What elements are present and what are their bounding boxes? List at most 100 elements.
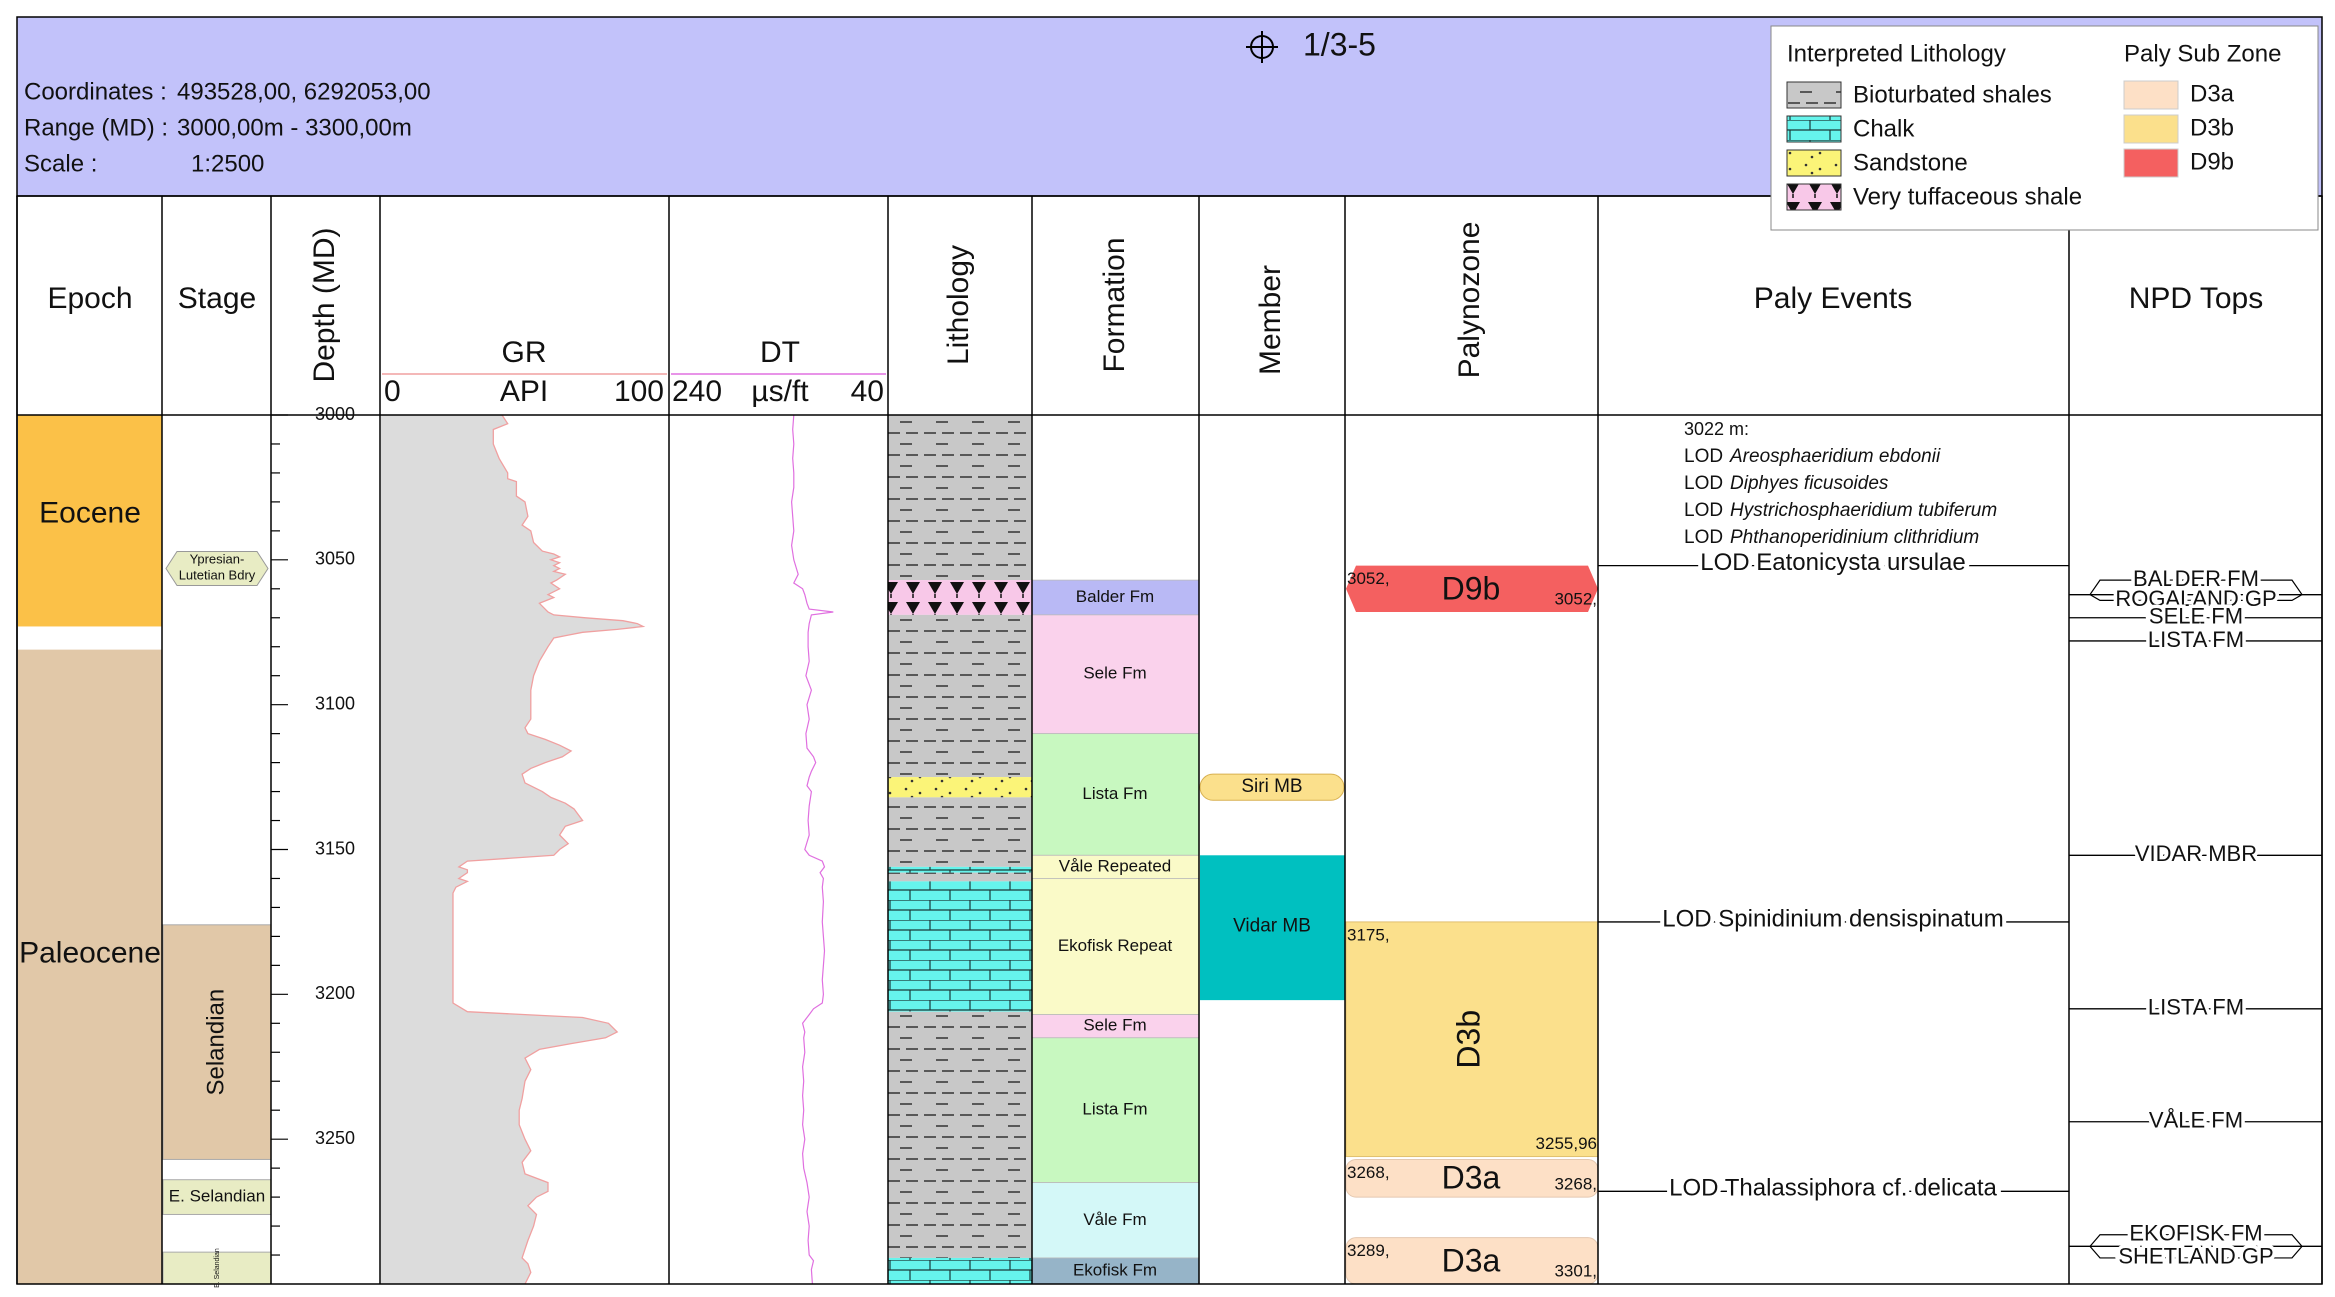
range-value: 3000,00m - 3300,00m bbox=[177, 114, 412, 141]
depth-tick-label: 3250 bbox=[315, 1128, 355, 1148]
gr-unit: API bbox=[500, 375, 548, 408]
paly-event-label: LOD Thalassiphora cf. delicata bbox=[1669, 1175, 1997, 1202]
paly-list-species: Hystrichosphaeridium tubiferum bbox=[1730, 500, 1997, 521]
formation-label: Ekofisk Fm bbox=[1073, 1260, 1157, 1279]
dt-min-label: 240 bbox=[672, 375, 722, 408]
stage-label: Selandian bbox=[202, 989, 229, 1096]
depth-tick-label: 3050 bbox=[315, 549, 355, 569]
paly-event-label: LOD Spinidinium densispinatum bbox=[1662, 905, 2004, 932]
paly-event-label: LOD Eatonicysta ursulae bbox=[1700, 549, 1965, 576]
formation-header: Formation bbox=[1098, 237, 1131, 372]
stage-header: Stage bbox=[178, 282, 256, 315]
paly-list-depth: 3022 m: bbox=[1684, 419, 1749, 439]
legend-swatch-sand bbox=[1786, 149, 1842, 177]
legend-subzone-label: D3b bbox=[2190, 114, 2234, 141]
lithology-shale bbox=[888, 1011, 1032, 1258]
formation-label: Våle Fm bbox=[1083, 1210, 1146, 1229]
legend-subzone-label: D3a bbox=[2190, 80, 2235, 107]
epoch-header: Epoch bbox=[47, 282, 132, 315]
member-label: Siri MB bbox=[1241, 776, 1302, 797]
palynozone-label: D3b bbox=[1450, 1010, 1486, 1069]
npd-tops-header: NPD Tops bbox=[2129, 282, 2264, 315]
coordinates-value: 493528,00, 6292053,00 bbox=[177, 78, 431, 105]
well-name: 1/3-5 bbox=[1303, 26, 1376, 62]
legend-swatch-chalk bbox=[1786, 115, 1842, 143]
dt-curve bbox=[790, 414, 834, 1285]
paly-list-prefix: LOD bbox=[1684, 446, 1723, 467]
paly-list-species: Diphyes ficusoides bbox=[1730, 473, 1889, 494]
formation-label: Våle Repeated bbox=[1059, 856, 1171, 875]
legend-subzone-title: Paly Sub Zone bbox=[2124, 40, 2281, 67]
legend-swatch-shale bbox=[1786, 81, 1842, 109]
legend-subzone-swatch bbox=[2123, 148, 2179, 178]
paly-list-species: Phthanoperidinium clithridium bbox=[1730, 527, 1979, 548]
stage-band bbox=[162, 1251, 272, 1285]
palynozone-band bbox=[1346, 565, 1598, 612]
lithology-chalk bbox=[888, 1257, 1032, 1284]
legend-swatch-tuff bbox=[1786, 183, 1842, 211]
member-header: Member bbox=[1254, 265, 1287, 375]
formation-label: Sele Fm bbox=[1083, 664, 1146, 683]
stage-marker-label: Ypresian-Lutetian Bdry bbox=[179, 552, 256, 583]
paly-list-prefix: LOD bbox=[1684, 527, 1723, 548]
formation-label: Lista Fm bbox=[1082, 784, 1147, 803]
palynozone-base-depth: 3255,96 bbox=[1536, 1134, 1597, 1153]
npd-top-leader bbox=[2089, 579, 2303, 595]
formation-label: Sele Fm bbox=[1083, 1016, 1146, 1035]
palynozone-base-depth: 3052, bbox=[1554, 589, 1597, 608]
npd-top-leader bbox=[2089, 594, 2303, 601]
palynozone-top-depth: 3175, bbox=[1347, 925, 1390, 944]
legend-subzone-swatch bbox=[2123, 114, 2179, 144]
npd-top-label: SELE FM bbox=[2149, 604, 2243, 629]
lithology-chalk bbox=[888, 866, 1032, 873]
gr-header: GR bbox=[502, 336, 547, 369]
npd-top-label: VÅLE FM bbox=[2149, 1108, 2243, 1133]
palynozone-base-depth: 3301, bbox=[1554, 1261, 1597, 1280]
palynozone-label: D9b bbox=[1442, 570, 1501, 606]
gr-max-label: 100 bbox=[614, 375, 664, 408]
npd-top-label: BALDER FM bbox=[2133, 566, 2259, 591]
formation-band bbox=[1031, 1182, 1200, 1259]
depth-header: Depth (MD) bbox=[308, 227, 341, 382]
gr-fill bbox=[381, 415, 644, 1284]
legend-subzone-label: D9b bbox=[2190, 148, 2234, 175]
palynozone-top-depth: 3052, bbox=[1347, 569, 1390, 588]
palynozone-label: D3a bbox=[1442, 1160, 1501, 1196]
epoch-label: Paleocene bbox=[19, 937, 161, 970]
epoch-band bbox=[18, 649, 162, 1284]
lithology-sand bbox=[888, 777, 1032, 798]
lithology-shale bbox=[888, 872, 1032, 882]
npd-top-leader bbox=[2089, 1245, 2303, 1259]
palynozone-header: Palynozone bbox=[1453, 222, 1486, 379]
formation-label: Lista Fm bbox=[1082, 1100, 1147, 1119]
depth-tick-label: 3000 bbox=[315, 404, 355, 424]
legend-lithology-label: Bioturbated shales bbox=[1853, 81, 2052, 108]
stage-marker-line: Lutetian Bdry bbox=[179, 568, 256, 583]
member-band bbox=[1199, 773, 1345, 801]
npd-top-label: LISTA FM bbox=[2148, 995, 2244, 1020]
depth-tick-label: 3100 bbox=[315, 693, 355, 713]
epoch-label: Eocene bbox=[39, 497, 141, 530]
paly-events-header: Paly Events bbox=[1754, 282, 1912, 315]
depth-tick-label: 3200 bbox=[315, 983, 355, 1003]
palynozone-base-depth: 3268, bbox=[1554, 1175, 1597, 1194]
lithology-shale bbox=[888, 614, 1032, 778]
stage-label: E. Selandian bbox=[214, 1248, 221, 1288]
formation-label: Ekofisk Repeat bbox=[1058, 936, 1173, 955]
dt-unit: µs/ft bbox=[751, 375, 809, 408]
legend-lithology-label: Very tuffaceous shale bbox=[1853, 183, 2082, 210]
scale-value: 1:2500 bbox=[191, 150, 264, 177]
stage-label: E. Selandian bbox=[169, 1187, 265, 1206]
legend-lithology-label: Chalk bbox=[1853, 115, 1915, 142]
dt-max-label: 40 bbox=[851, 375, 884, 408]
npd-top-label: SHETLAND GP bbox=[2118, 1244, 2273, 1269]
gr-curve bbox=[452, 414, 646, 1285]
stage-marker-line: Ypresian- bbox=[190, 552, 245, 567]
gr-min-label: 0 bbox=[384, 375, 401, 408]
npd-top-label: ROGALAND GP bbox=[2115, 586, 2276, 611]
member-label: Vidar MB bbox=[1233, 915, 1311, 936]
npd-top-label: VIDAR MBR bbox=[2135, 841, 2257, 866]
legend-subzone-swatch bbox=[2123, 80, 2179, 110]
formation-band bbox=[1031, 1257, 1200, 1285]
